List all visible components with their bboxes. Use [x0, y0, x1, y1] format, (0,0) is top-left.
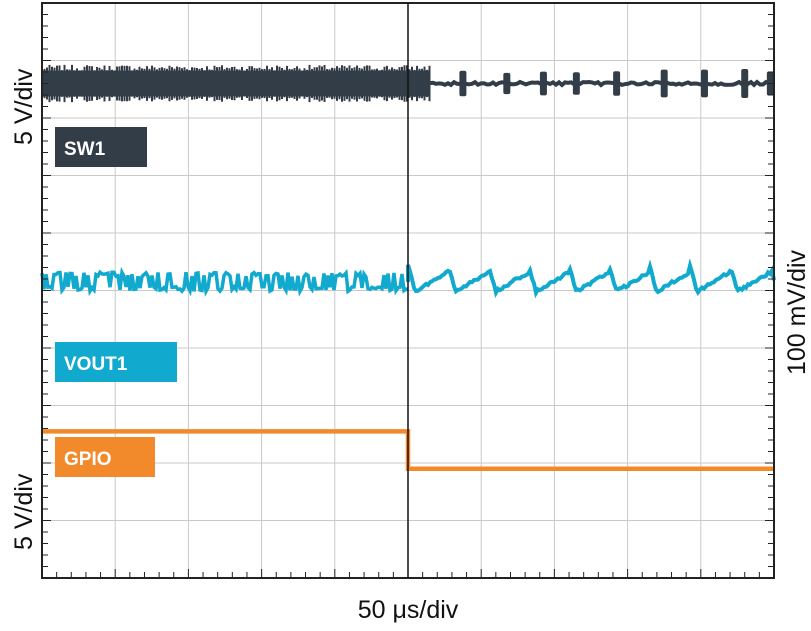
trace-sw1-burst-pulse: [700, 69, 708, 98]
label-sw1: SW1: [55, 127, 147, 167]
ticks: [41, 2, 775, 579]
label-sw1-box: [55, 127, 147, 167]
trace-vout1-pwm: [40, 266, 409, 297]
trace-sw1-burst-pulse: [613, 71, 621, 96]
trace-sw1-burst-pulse: [539, 71, 547, 96]
traces: [40, 64, 776, 471]
trace-sw1-burst-pulse: [459, 70, 467, 97]
trace-sw1-burst-pulse: [660, 69, 668, 98]
y-label-left-bottom: 5 V/div: [10, 473, 38, 550]
label-vout1-box: [55, 342, 177, 382]
trace-sw1-burst-pulse: [572, 72, 580, 95]
trace-vout1-pfm: [406, 258, 776, 299]
label-gpio-text: GPIO: [64, 449, 112, 470]
label-vout1-text: VOUT1: [64, 354, 128, 375]
trace-sw1-idle: [427, 79, 773, 88]
label-vout1: VOUT1: [55, 342, 177, 382]
trace-sw1-burst-pulse: [741, 68, 749, 99]
label-gpio: GPIO: [55, 437, 155, 477]
trace-sw1-burst-pulse: [503, 72, 511, 95]
label-gpio-box: [55, 437, 155, 477]
y-label-left-top: 5 V/div: [10, 68, 38, 145]
label-sw1-text: SW1: [64, 139, 106, 160]
y-label-right: 100 mV/div: [783, 249, 811, 375]
x-label: 50 μs/div: [358, 596, 459, 624]
